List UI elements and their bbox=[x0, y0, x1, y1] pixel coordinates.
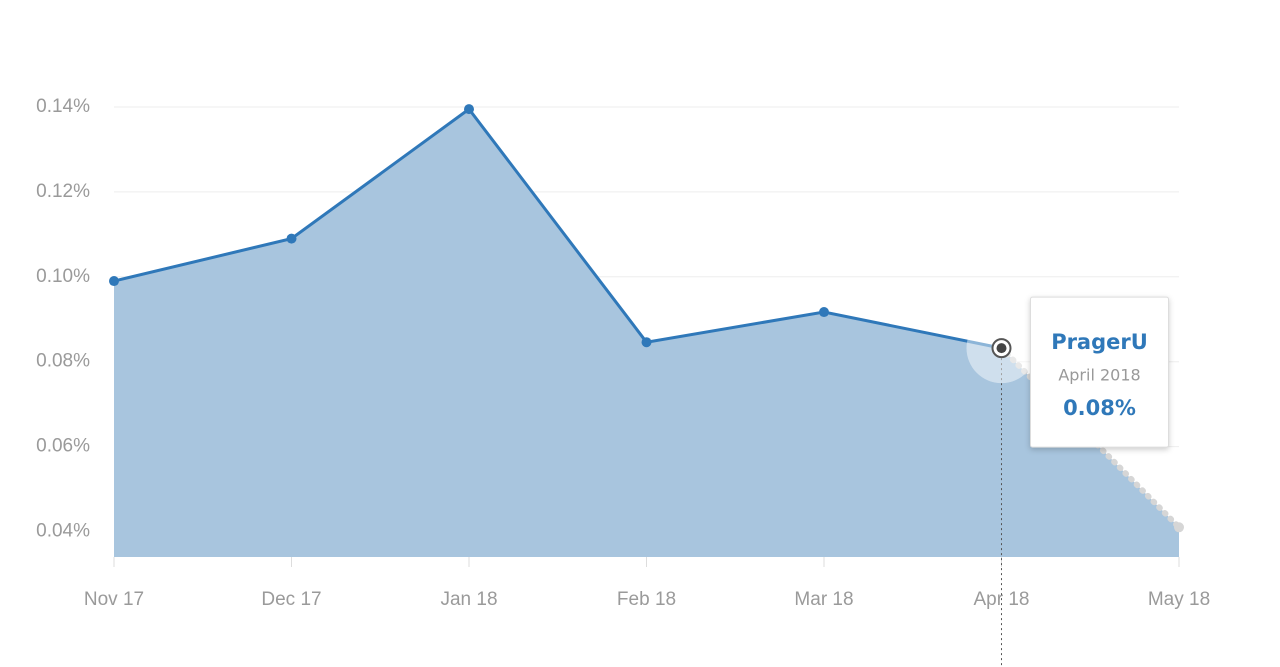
tooltip-value: 0.08% bbox=[1063, 396, 1136, 420]
x-tick-label: Nov 17 bbox=[84, 589, 144, 610]
area bbox=[114, 109, 1179, 557]
x-tick-label: May 18 bbox=[1148, 589, 1210, 610]
y-tick-label: 0.14% bbox=[36, 96, 90, 117]
y-tick-label: 0.04% bbox=[36, 521, 90, 542]
y-tick-label: 0.12% bbox=[36, 181, 90, 202]
point bbox=[464, 104, 474, 115]
y-tick-label: 0.06% bbox=[36, 436, 90, 457]
hover-dot bbox=[996, 343, 1007, 354]
point bbox=[819, 307, 829, 318]
x-tick-label: Jan 18 bbox=[440, 589, 497, 610]
point bbox=[286, 233, 297, 244]
x-tick-label: Dec 17 bbox=[261, 589, 321, 610]
tooltip-title: PragerU bbox=[1051, 330, 1148, 354]
line bbox=[113, 107, 1002, 350]
x-tick-label: Feb 18 bbox=[617, 589, 676, 610]
tooltip-box bbox=[1030, 296, 1169, 448]
point bbox=[641, 337, 652, 348]
y-tick-label: 0.10% bbox=[36, 266, 90, 287]
point bbox=[109, 276, 119, 287]
y-tick-label: 0.08% bbox=[36, 351, 90, 372]
x-tick-label: Mar 18 bbox=[794, 589, 853, 610]
point bbox=[1174, 522, 1184, 533]
tooltip-date: April 2018 bbox=[1058, 366, 1140, 385]
